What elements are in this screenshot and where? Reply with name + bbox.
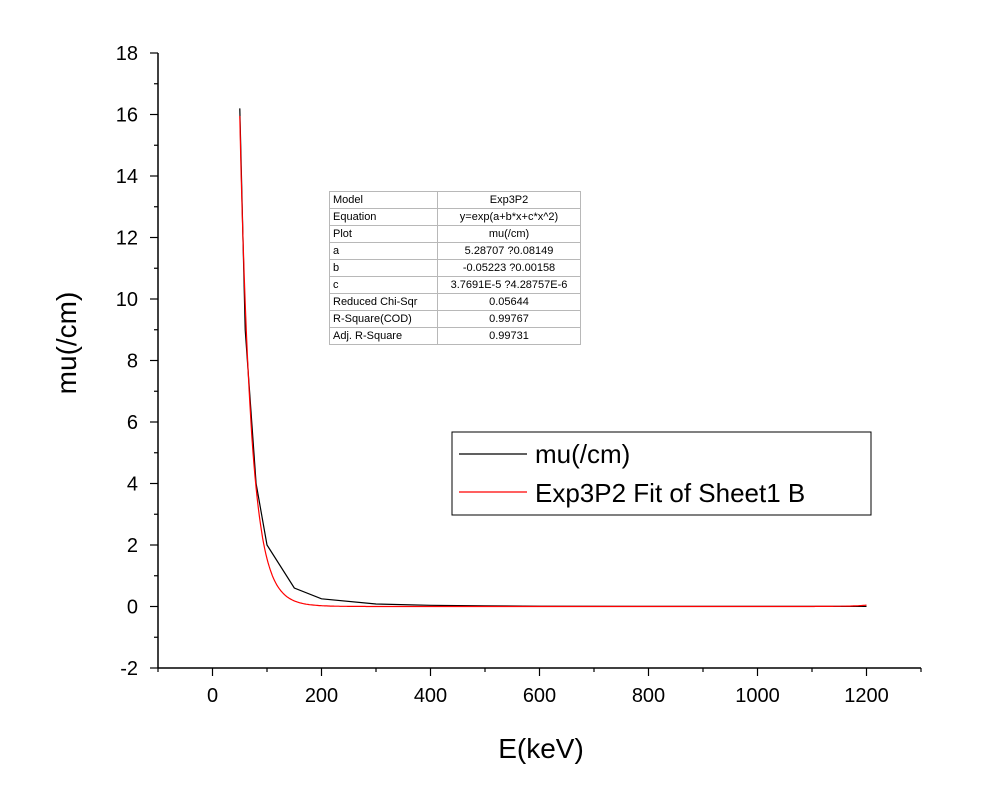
fit-key: a (329, 242, 438, 260)
series-layer (239, 108, 867, 608)
fit-key: Model (329, 191, 438, 209)
fit-key: Reduced Chi-Sqr (329, 293, 438, 311)
x-tick-label: 200 (305, 685, 338, 707)
fit-key: b (329, 259, 438, 277)
y-tick-label: -2 (120, 658, 138, 680)
legend-box (451, 431, 872, 516)
fit-key: R-Square(COD) (329, 310, 438, 328)
y-tick-label: 18 (116, 43, 138, 65)
x-tick-label: 1000 (735, 685, 780, 707)
fit-value: Exp3P2 (437, 191, 581, 209)
x-ticks: 0 200 400 600 800 1000 1200 (157, 668, 922, 707)
x-tick-label: 600 (523, 685, 556, 707)
table-row: Model Exp3P2 (329, 191, 581, 209)
x-tick-label: 400 (414, 685, 447, 707)
fit-key: Adj. R-Square (329, 327, 438, 345)
fit-key: c (329, 276, 438, 294)
table-row: Adj. R-Square 0.99731 (329, 327, 581, 345)
fit-value: -0.05223 ?0.00158 (437, 259, 581, 277)
series-line-mu (239, 108, 867, 608)
fit-value: 5.28707 ?0.08149 (437, 242, 581, 260)
x-tick-label: 1200 (844, 685, 889, 707)
series-line-fit (239, 115, 867, 608)
fit-results-table: Model Exp3P2 Equation y=exp(a+b*x+c*x^2)… (329, 191, 581, 345)
fit-value: 0.99731 (437, 327, 581, 345)
fit-value: 0.99767 (437, 310, 581, 328)
x-tick-label: 0 (207, 685, 218, 707)
table-row: R-Square(COD) 0.99767 (329, 310, 581, 328)
legend: mu(/cm) Exp3P2 Fit of Sheet1 B (451, 431, 872, 516)
table-row: Reduced Chi-Sqr 0.05644 (329, 293, 581, 311)
x-axis-title: E(keV) (498, 733, 584, 764)
x-tick-label: 800 (632, 685, 665, 707)
legend-label-fit: Exp3P2 Fit of Sheet1 B (535, 478, 805, 508)
table-row: c 3.7691E-5 ?4.28757E-6 (329, 276, 581, 294)
y-tick-label: 2 (127, 535, 138, 557)
y-tick-label: 4 (127, 474, 138, 496)
legend-label-mu: mu(/cm) (535, 439, 630, 469)
y-tick-label: 8 (127, 351, 138, 373)
y-tick-label: 10 (116, 289, 138, 311)
table-row: b -0.05223 ?0.00158 (329, 259, 581, 277)
y-ticks: -2 0 2 4 6 8 10 12 14 16 18 (116, 43, 158, 680)
fit-value: 3.7691E-5 ?4.28757E-6 (437, 276, 581, 294)
table-row: a 5.28707 ?0.08149 (329, 242, 581, 260)
table-row: Equation y=exp(a+b*x+c*x^2) (329, 208, 581, 226)
y-tick-label: 0 (127, 597, 138, 619)
fit-value: mu(/cm) (437, 225, 581, 243)
y-tick-label: 6 (127, 412, 138, 434)
fit-value: 0.05644 (437, 293, 581, 311)
y-tick-label: 12 (116, 228, 138, 250)
y-tick-label: 16 (116, 105, 138, 127)
fit-value: y=exp(a+b*x+c*x^2) (437, 208, 581, 226)
table-row: Plot mu(/cm) (329, 225, 581, 243)
y-axis-title: mu(/cm) (51, 292, 82, 395)
y-tick-label: 14 (116, 166, 138, 188)
fit-key: Plot (329, 225, 438, 243)
fit-key: Equation (329, 208, 438, 226)
